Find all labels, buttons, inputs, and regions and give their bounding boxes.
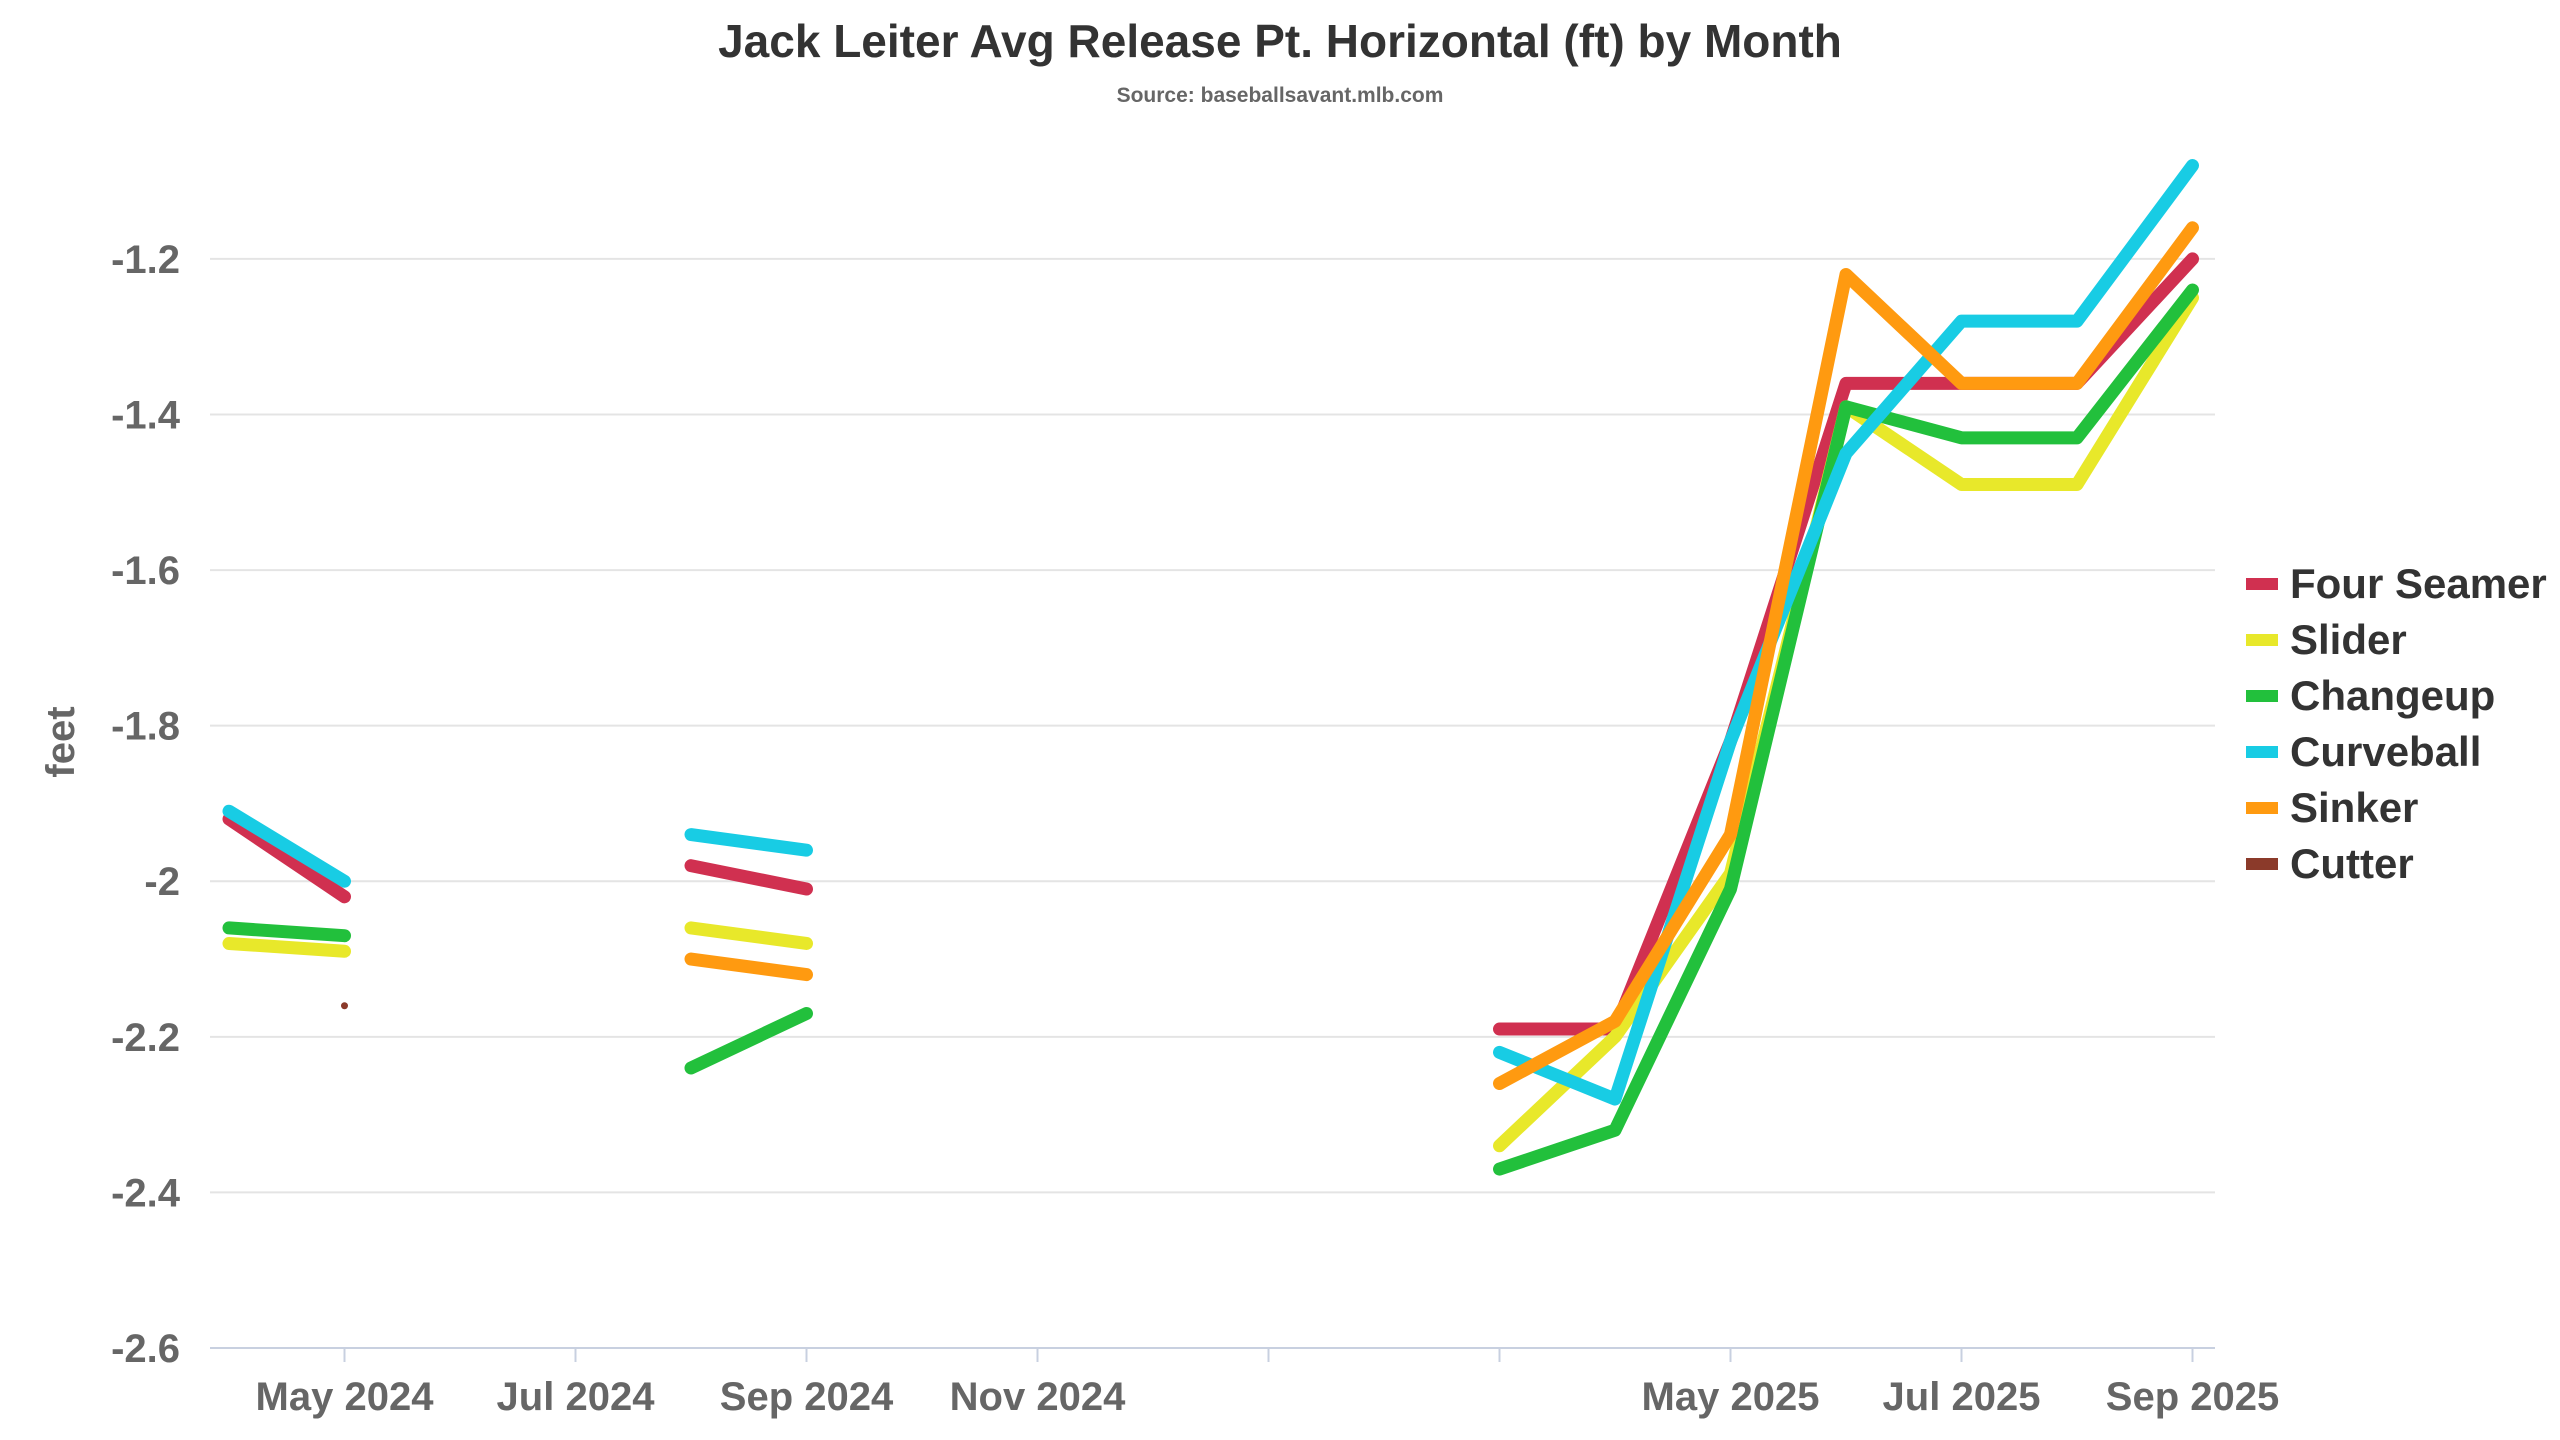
chart-subtitle: Source: baseballsavant.mlb.com <box>1116 84 1444 107</box>
y-tick-label: -1.4 <box>111 393 181 437</box>
legend-swatch <box>2246 634 2278 646</box>
legend: Four Seamer Slider Changeup Curveball Sinker… <box>2246 556 2547 892</box>
legend-label: Sinker <box>2290 784 2419 831</box>
y-tick-label: -2.4 <box>111 1171 181 1215</box>
y-tick-label: -1.2 <box>111 238 180 282</box>
legend-label: Four Seamer <box>2290 560 2547 607</box>
legend-item-slider[interactable]: Slider <box>2246 612 2547 668</box>
series-line-curveball <box>1493 159 2199 1106</box>
x-tick-label: Jul 2025 <box>1883 1375 2041 1419</box>
legend-swatch <box>2246 858 2278 870</box>
legend-item-changeup[interactable]: Changeup <box>2246 668 2547 724</box>
legend-label: Cutter <box>2290 840 2414 887</box>
legend-label: Changeup <box>2290 672 2496 719</box>
legend-item-sinker[interactable]: Sinker <box>2246 780 2547 836</box>
series-line-four-seamer <box>684 859 813 896</box>
y-tick-label: -2.2 <box>111 1016 180 1060</box>
x-tick-label: May 2024 <box>256 1375 435 1419</box>
y-axis-label: feet <box>39 706 83 777</box>
legend-swatch <box>2246 690 2278 702</box>
series-point-cutter <box>341 1002 348 1010</box>
series-line-four-seamer <box>222 812 351 904</box>
series-line-sinker <box>1493 221 2199 1091</box>
legend-swatch <box>2246 578 2278 590</box>
legend-swatch <box>2246 746 2278 758</box>
y-tick-label: -2 <box>144 860 180 904</box>
series-line-slider <box>222 936 351 958</box>
legend-label: Curveball <box>2290 728 2482 775</box>
series-line-slider <box>684 921 813 950</box>
y-tick-label: -1.6 <box>111 549 180 593</box>
legend-item-cutter[interactable]: Cutter <box>2246 836 2547 892</box>
series-line-curveball <box>222 804 351 888</box>
series-line-changeup <box>222 921 351 943</box>
series-line-curveball <box>684 828 813 857</box>
series-line-changeup <box>684 1006 813 1075</box>
legend-swatch <box>2246 802 2278 814</box>
x-tick-label: Nov 2024 <box>950 1375 1126 1419</box>
series-line-changeup <box>1493 283 2199 1176</box>
x-tick-label: Sep 2024 <box>720 1375 894 1419</box>
legend-item-curveball[interactable]: Curveball <box>2246 724 2547 780</box>
legend-label: Slider <box>2290 616 2407 663</box>
x-tick-label: Jul 2024 <box>497 1375 656 1419</box>
legend-item-four-seamer[interactable]: Four Seamer <box>2246 556 2547 612</box>
chart-title: Jack Leiter Avg Release Pt. Horizontal (… <box>718 15 1842 67</box>
x-tick-label: May 2025 <box>1642 1375 1820 1419</box>
y-tick-label: -2.6 <box>111 1327 180 1371</box>
y-tick-label: -1.8 <box>111 705 180 749</box>
series-line-sinker <box>684 952 813 982</box>
x-tick-label: Sep 2025 <box>2106 1375 2279 1419</box>
